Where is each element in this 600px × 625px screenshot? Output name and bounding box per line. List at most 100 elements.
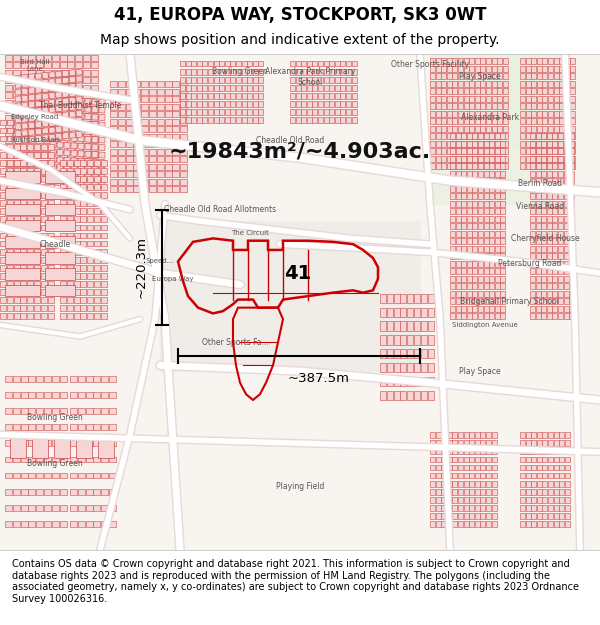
- Bar: [558, 268, 563, 274]
- Bar: [69, 118, 76, 124]
- Bar: [478, 298, 483, 304]
- Bar: [14, 265, 20, 271]
- Bar: [5, 171, 40, 183]
- Bar: [92, 181, 98, 188]
- Bar: [86, 456, 92, 462]
- Bar: [486, 456, 491, 462]
- Bar: [125, 96, 133, 102]
- Bar: [452, 133, 457, 139]
- Bar: [59, 130, 67, 136]
- Bar: [346, 85, 351, 91]
- Bar: [542, 66, 547, 72]
- Bar: [34, 313, 40, 319]
- Bar: [486, 521, 491, 527]
- Bar: [530, 156, 535, 162]
- Bar: [41, 241, 47, 246]
- Bar: [208, 61, 213, 66]
- Bar: [491, 449, 497, 454]
- Bar: [109, 376, 116, 381]
- Bar: [452, 111, 457, 117]
- Bar: [548, 148, 553, 154]
- Bar: [520, 521, 525, 527]
- Bar: [484, 148, 488, 154]
- Bar: [467, 208, 472, 214]
- Bar: [526, 73, 530, 79]
- Text: 41, EUROPA WAY, STOCKPORT, SK3 0WT: 41, EUROPA WAY, STOCKPORT, SK3 0WT: [114, 6, 486, 24]
- Bar: [78, 151, 84, 157]
- Bar: [13, 145, 20, 151]
- Bar: [109, 392, 116, 398]
- Bar: [141, 81, 148, 88]
- Bar: [531, 513, 536, 519]
- Bar: [71, 180, 77, 186]
- Bar: [202, 77, 208, 82]
- Bar: [430, 456, 435, 462]
- Bar: [36, 85, 43, 91]
- Bar: [558, 298, 563, 304]
- Bar: [553, 148, 557, 154]
- Bar: [14, 313, 20, 319]
- Bar: [20, 289, 26, 295]
- Bar: [44, 100, 51, 106]
- Bar: [0, 232, 6, 238]
- Bar: [109, 408, 116, 414]
- Bar: [67, 232, 73, 238]
- Bar: [447, 521, 452, 527]
- Bar: [536, 178, 541, 184]
- Bar: [531, 103, 536, 109]
- Bar: [290, 118, 295, 123]
- Bar: [67, 130, 74, 136]
- Bar: [495, 291, 500, 297]
- Bar: [59, 145, 67, 151]
- Bar: [14, 273, 20, 279]
- Bar: [0, 249, 6, 254]
- Bar: [141, 134, 148, 140]
- Bar: [118, 164, 125, 170]
- Bar: [99, 144, 105, 151]
- Bar: [455, 283, 461, 289]
- Bar: [67, 115, 74, 121]
- Bar: [467, 223, 472, 229]
- Bar: [537, 88, 542, 94]
- Text: Cheadle: Cheadle: [40, 239, 71, 249]
- Bar: [452, 481, 457, 486]
- Bar: [530, 283, 535, 289]
- Bar: [414, 294, 420, 303]
- Bar: [157, 156, 164, 162]
- Bar: [101, 392, 108, 398]
- Bar: [469, 66, 474, 72]
- Bar: [20, 521, 28, 527]
- Bar: [548, 103, 553, 109]
- Bar: [484, 223, 488, 229]
- Bar: [553, 231, 557, 237]
- Bar: [486, 118, 491, 124]
- Bar: [553, 201, 557, 207]
- Bar: [7, 119, 13, 125]
- Bar: [559, 489, 564, 494]
- Bar: [59, 489, 67, 494]
- Bar: [469, 133, 474, 139]
- Bar: [400, 294, 406, 303]
- Bar: [67, 201, 73, 206]
- Bar: [28, 160, 35, 166]
- Bar: [109, 489, 116, 494]
- Bar: [70, 392, 77, 398]
- Bar: [27, 119, 33, 125]
- Bar: [461, 208, 466, 214]
- Bar: [42, 114, 49, 120]
- Bar: [91, 168, 98, 173]
- Bar: [323, 118, 329, 123]
- Bar: [307, 93, 312, 99]
- Bar: [180, 85, 185, 91]
- Bar: [27, 289, 33, 295]
- Bar: [47, 313, 53, 319]
- Bar: [91, 115, 98, 121]
- Bar: [27, 201, 33, 206]
- Bar: [15, 89, 22, 95]
- Bar: [569, 141, 574, 147]
- Bar: [447, 58, 452, 64]
- Text: Bowling Green: Bowling Green: [27, 459, 83, 468]
- Bar: [307, 118, 312, 123]
- Bar: [125, 119, 133, 125]
- Bar: [44, 408, 51, 414]
